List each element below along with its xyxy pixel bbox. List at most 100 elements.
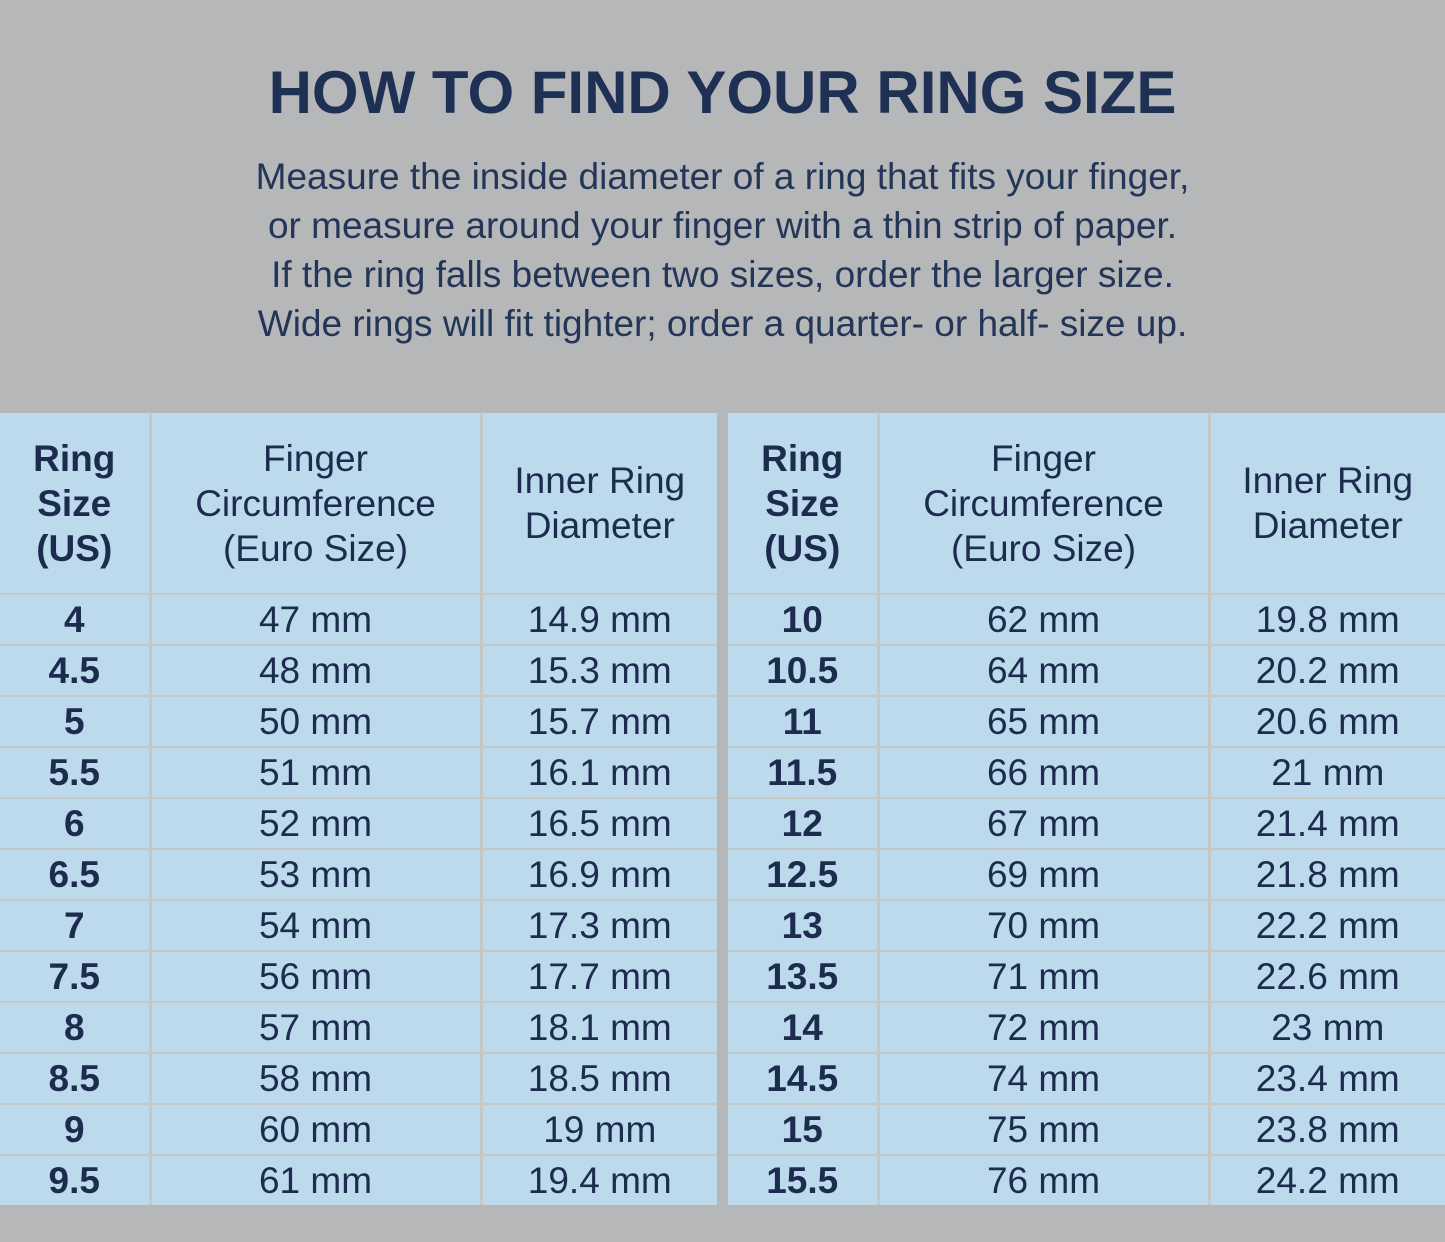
ring-size-cell: 11 xyxy=(728,696,880,748)
diameter-cell: 19.4 mm xyxy=(527,1159,672,1201)
table-row: 11.5 66 mm 21 mm xyxy=(728,747,1445,799)
table-row: 10 62 mm 19.8 mm xyxy=(728,594,1445,646)
ring-size-cell: 4 xyxy=(0,594,152,646)
diameter-cell: 23.8 mm xyxy=(1209,1104,1445,1156)
table-row: 11 65 mm 20.6 mm xyxy=(728,696,1445,748)
ring-size-cell: 9 xyxy=(0,1104,152,1156)
table-row: 7 54 mm 17.3 mm xyxy=(0,900,717,952)
table-row: 6 52 mm 16.5 mm xyxy=(0,798,717,850)
table-row: 14 72 mm 23 mm xyxy=(728,1002,1445,1054)
diameter-cell: 16.1 mm xyxy=(481,747,717,799)
ring-size-cell: 10.5 xyxy=(728,645,880,697)
table-row: 4.5 48 mm 15.3 mm xyxy=(0,645,717,697)
ring-size-cell: 13.5 xyxy=(728,951,880,1003)
diameter-cell: 21.8 mm xyxy=(1209,849,1445,901)
table-header-row: Ring Size (US) Finger Circumference (Eur… xyxy=(728,413,1445,595)
circumference-cell: 71 mm xyxy=(878,951,1211,1003)
diameter-cell: 20.2 mm xyxy=(1209,645,1445,697)
circumference-cell: 62 mm xyxy=(878,594,1211,646)
circumference-cell: 61 mm xyxy=(150,1155,483,1205)
ring-size-cell: 7 xyxy=(0,900,152,952)
instructions-line: or measure around your finger with a thi… xyxy=(267,205,1178,246)
circumference-cell: 51 mm xyxy=(150,747,483,799)
circumference-cell: 76 mm xyxy=(878,1155,1211,1205)
circumference-cell: 53 mm xyxy=(150,849,483,901)
circumference-cell: 56 mm xyxy=(150,951,483,1003)
table-row: 12.5 69 mm 21.8 mm xyxy=(728,849,1445,901)
diameter-cell: 19 mm xyxy=(481,1104,717,1156)
circumference-cell: 67 mm xyxy=(878,798,1211,850)
diameter-cell: 18.5 mm xyxy=(481,1053,717,1105)
ring-size-table-small-sizes: Ring Size (US) Finger Circumference (Eur… xyxy=(0,413,717,1205)
ring-size-cell: 6.5 xyxy=(0,849,152,901)
diameter-cell: 17.7 mm xyxy=(481,951,717,1003)
diameter-cell: 16.9 mm xyxy=(481,849,717,901)
circumference-cell: 52 mm xyxy=(150,798,483,850)
ring-size-cell: 12 xyxy=(728,798,880,850)
diameter-cell: 15.3 mm xyxy=(481,645,717,697)
ring-size-cell: 15.5 xyxy=(728,1155,880,1205)
diameter-cell: 14.9 mm xyxy=(481,594,717,646)
ring-size-cell: 5.5 xyxy=(0,747,152,799)
header-finger-circumference: Finger Circumference (Euro Size) xyxy=(150,413,483,595)
circumference-cell: 66 mm xyxy=(878,747,1211,799)
ring-size-cell: 14.5 xyxy=(728,1053,880,1105)
table-row: 10.5 64 mm 20.2 mm xyxy=(728,645,1445,697)
header-inner-ring-diameter: Inner Ring Diameter xyxy=(481,413,717,595)
circumference-cell: 57 mm xyxy=(150,1002,483,1054)
diameter-cell: 22.6 mm xyxy=(1209,951,1445,1003)
circumference-cell: 65 mm xyxy=(878,696,1211,748)
table-row: 9.5 61 mm 19.4 mm xyxy=(0,1155,717,1205)
ring-size-cell: 15 xyxy=(728,1104,880,1156)
table-row: 9 60 mm 19 mm xyxy=(0,1104,717,1156)
instructions-line: Wide rings will fit tighter; order a qua… xyxy=(257,303,1188,344)
circumference-cell: 74 mm xyxy=(878,1053,1211,1105)
circumference-cell: 48 mm xyxy=(150,645,483,697)
table-row: 7.5 56 mm 17.7 mm xyxy=(0,951,717,1003)
instructions-text: Measure the inside diameter of a ring th… xyxy=(0,152,1445,348)
circumference-cell: 54 mm xyxy=(150,900,483,952)
diameter-cell: 21.4 mm xyxy=(1209,798,1445,850)
ring-size-cell: 11.5 xyxy=(728,747,880,799)
header-finger-circumference: Finger Circumference (Euro Size) xyxy=(878,413,1211,595)
table-row: 13.5 71 mm 22.6 mm xyxy=(728,951,1445,1003)
ring-size-cell: 13 xyxy=(728,900,880,952)
table-row: 8 57 mm 18.1 mm xyxy=(0,1002,717,1054)
table-row: 15.5 76 mm 24.2 mm xyxy=(728,1155,1445,1205)
table-row: 8.5 58 mm 18.5 mm xyxy=(0,1053,717,1105)
ring-size-cell: 10 xyxy=(728,594,880,646)
page-title: HOW TO FIND YOUR RING SIZE xyxy=(268,59,1177,126)
diameter-cell: 21 mm xyxy=(1209,747,1445,799)
table-row: 5.5 51 mm 16.1 mm xyxy=(0,747,717,799)
circumference-cell: 72 mm xyxy=(878,1002,1211,1054)
header-inner-ring-diameter: Inner Ring Diameter xyxy=(1209,413,1445,595)
circumference-cell: 50 mm xyxy=(150,696,483,748)
instructions-line: Measure the inside diameter of a ring th… xyxy=(255,156,1190,197)
diameter-cell: 19.8 mm xyxy=(1209,594,1445,646)
circumference-cell: 58 mm xyxy=(150,1053,483,1105)
diameter-cell: 23 mm xyxy=(1209,1002,1445,1054)
ring-size-cell: 14 xyxy=(728,1002,880,1054)
diameter-cell: 23.4 mm xyxy=(1209,1053,1445,1105)
circumference-cell: 64 mm xyxy=(878,645,1211,697)
table-row: 12 67 mm 21.4 mm xyxy=(728,798,1445,850)
header-ring-size-us: Ring Size (US) xyxy=(0,413,152,595)
diameter-cell: 20.6 mm xyxy=(1209,696,1445,748)
ring-size-cell: 5 xyxy=(0,696,152,748)
ring-size-cell: 8.5 xyxy=(0,1053,152,1105)
diameter-cell: 18.1 mm xyxy=(481,1002,717,1054)
ring-size-cell: 6 xyxy=(0,798,152,850)
table-row: 6.5 53 mm 16.9 mm xyxy=(0,849,717,901)
ring-size-cell: 9.5 xyxy=(0,1155,152,1205)
table-row: 15 75 mm 23.8 mm xyxy=(728,1104,1445,1156)
circumference-cell: 69 mm xyxy=(878,849,1211,901)
ring-size-table-large-sizes: Ring Size (US) Finger Circumference (Eur… xyxy=(728,413,1445,1205)
table-row: 14.5 74 mm 23.4 mm xyxy=(728,1053,1445,1105)
ring-size-cell: 4.5 xyxy=(0,645,152,697)
table-row: 4 47 mm 14.9 mm xyxy=(0,594,717,646)
table-row: 5 50 mm 15.7 mm xyxy=(0,696,717,748)
instructions-line: If the ring falls between two sizes, ord… xyxy=(271,254,1174,295)
ring-size-cell: 12.5 xyxy=(728,849,880,901)
diameter-cell: 22.2 mm xyxy=(1209,900,1445,952)
